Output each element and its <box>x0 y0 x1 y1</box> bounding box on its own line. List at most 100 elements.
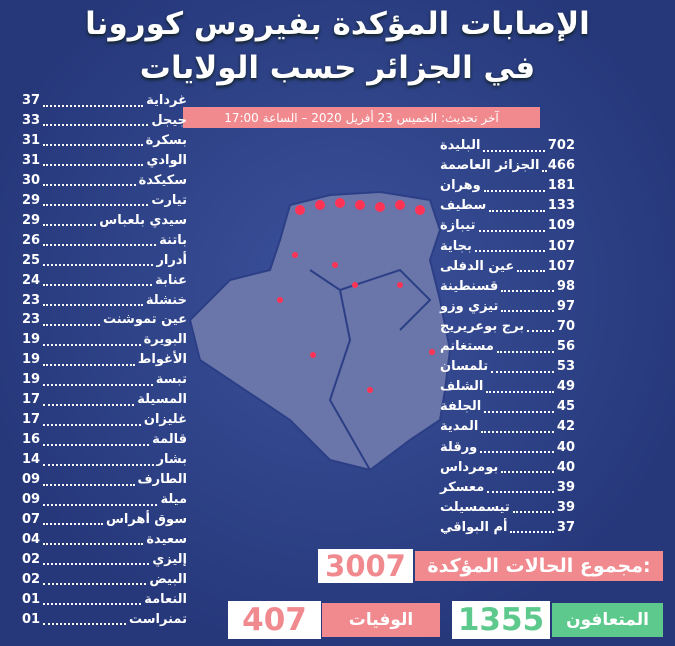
border <box>309 269 371 471</box>
wilaya-count: 09 <box>22 492 41 507</box>
recovered-value: 1355 <box>452 601 550 639</box>
dots <box>43 274 153 287</box>
dots <box>491 361 554 373</box>
dots <box>43 334 141 346</box>
wilaya-count: 53 <box>556 359 575 375</box>
wilaya-name: الشلف <box>440 379 484 395</box>
dots <box>542 160 545 172</box>
wilaya-count: 02 <box>22 551 41 567</box>
dots <box>43 194 149 207</box>
wilaya-count: 466 <box>547 158 575 174</box>
wilaya-name: الأغواط <box>137 352 187 368</box>
wilaya-count: 26 <box>22 232 41 248</box>
wilaya-count: 181 <box>547 178 575 194</box>
wilaya-row: 07 سوق أهراس <box>22 510 187 529</box>
wilaya-row: سطيف 133 <box>440 196 575 215</box>
wilaya-row: 01 النعامة <box>22 590 187 609</box>
map-shape <box>188 190 452 472</box>
dots <box>510 521 554 534</box>
wilaya-name: الوادي <box>146 152 187 168</box>
wilaya-count: 49 <box>556 379 575 395</box>
wilaya-count: 02 <box>22 571 41 587</box>
wilaya-count: 107 <box>547 238 575 254</box>
wilaya-name: وهران <box>440 178 481 194</box>
wilaya-row: بجاية 107 <box>440 237 575 256</box>
wilaya-count: 107 <box>547 258 575 274</box>
wilaya-name: سكيكدة <box>138 172 187 188</box>
wilaya-row: 17 المسيلة <box>22 390 187 409</box>
wilaya-count: 70 <box>556 318 575 334</box>
wilaya-name: إليزي <box>152 551 187 567</box>
wilaya-count: 17 <box>22 412 41 428</box>
title: الإصابات المؤكدة بفيروس كورونا <box>85 6 590 42</box>
dots <box>43 573 147 586</box>
dots <box>517 260 545 273</box>
dots <box>501 461 554 474</box>
wilaya-row: 02 البيض <box>22 570 187 589</box>
hotspots <box>277 198 435 393</box>
wilaya-count: 01 <box>22 611 41 627</box>
wilaya-count: 23 <box>22 312 41 328</box>
dots <box>501 300 554 313</box>
dots <box>483 140 545 152</box>
wilaya-row: 29 تيارت <box>22 191 187 210</box>
wilaya-row: وهران 181 <box>440 176 575 195</box>
wilaya-row: 02 إليزي <box>22 550 187 569</box>
wilaya-name: تيارت <box>151 192 187 208</box>
wilaya-row: الجزائر العاصمة 466 <box>440 156 575 175</box>
wilaya-name: الجزائر العاصمة <box>440 158 540 174</box>
wilaya-row: الجلفة 45 <box>440 397 575 416</box>
wilaya-row: 23 عين تموشنت <box>22 310 187 329</box>
wilaya-count: 04 <box>22 531 41 547</box>
dots <box>43 613 126 626</box>
wilaya-name: تيسمسيلت <box>440 499 510 515</box>
wilaya-row: 01 تمنراست <box>22 610 187 629</box>
wilaya-name: أدرار <box>156 252 187 268</box>
wilaya-name: سعيدة <box>146 531 187 547</box>
dots <box>43 95 144 107</box>
border <box>339 268 432 331</box>
wilaya-name: تمنراست <box>129 611 187 627</box>
wilaya-row: بومرداس 40 <box>440 458 575 477</box>
wilaya-name: ميلة <box>160 492 187 507</box>
wilaya-row: 19 الأغواط <box>22 350 187 369</box>
dots <box>43 114 149 127</box>
wilaya-count: 09 <box>22 472 41 488</box>
dots <box>481 421 554 433</box>
wilaya-name: جيجل <box>151 112 187 128</box>
wilaya-count: 39 <box>556 479 575 495</box>
wilaya-name: برج بوعريريج <box>440 318 525 334</box>
dots <box>43 294 143 306</box>
wilaya-row: ورقلة 40 <box>440 438 575 457</box>
title: في الجزائر حسب الولايات <box>139 50 536 86</box>
wilaya-row: 37 غرداية <box>22 91 187 110</box>
wilaya-count: 30 <box>22 172 41 188</box>
wilaya-row: تلمسان 53 <box>440 357 575 376</box>
dots <box>43 454 154 466</box>
wilaya-count: 01 <box>22 591 41 607</box>
dots <box>43 374 153 386</box>
wilaya-name: مستغانم <box>440 339 494 354</box>
recovered-label: المتعافون <box>552 603 663 637</box>
wilaya-row: 04 سعيدة <box>22 530 187 549</box>
dots <box>43 354 135 366</box>
dots <box>527 320 554 333</box>
dots <box>487 481 554 494</box>
wilaya-row: 23 خنشلة <box>22 291 187 310</box>
dots <box>43 494 158 506</box>
wilaya-count: 37 <box>556 519 575 535</box>
wilaya-row: تيبازة 109 <box>440 216 575 235</box>
wilaya-name: خنشلة <box>145 292 187 308</box>
deaths-label: الوفيات <box>322 603 440 637</box>
wilaya-row: عين الدفلى 107 <box>440 257 575 276</box>
wilaya-count: 37 <box>22 93 41 108</box>
dots <box>483 180 545 192</box>
dots <box>43 434 150 446</box>
wilaya-name: بشار <box>156 452 187 468</box>
wilaya-row: 25 أدرار <box>22 251 187 270</box>
dots <box>43 513 103 526</box>
wilaya-name: سيدي بلعباس <box>99 212 187 228</box>
wilaya-row: تيسمسيلت 39 <box>440 498 575 517</box>
dots <box>43 414 141 426</box>
